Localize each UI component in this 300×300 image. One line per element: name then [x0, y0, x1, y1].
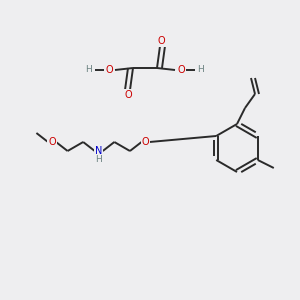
- Text: H: H: [85, 65, 92, 74]
- Text: N: N: [95, 146, 103, 156]
- Text: H: H: [198, 65, 204, 74]
- Text: O: O: [48, 137, 56, 147]
- Text: O: O: [124, 90, 132, 100]
- Text: H: H: [95, 155, 102, 164]
- Text: O: O: [142, 137, 149, 147]
- Text: O: O: [177, 65, 185, 75]
- Text: O: O: [105, 65, 113, 75]
- Text: O: O: [157, 36, 165, 46]
